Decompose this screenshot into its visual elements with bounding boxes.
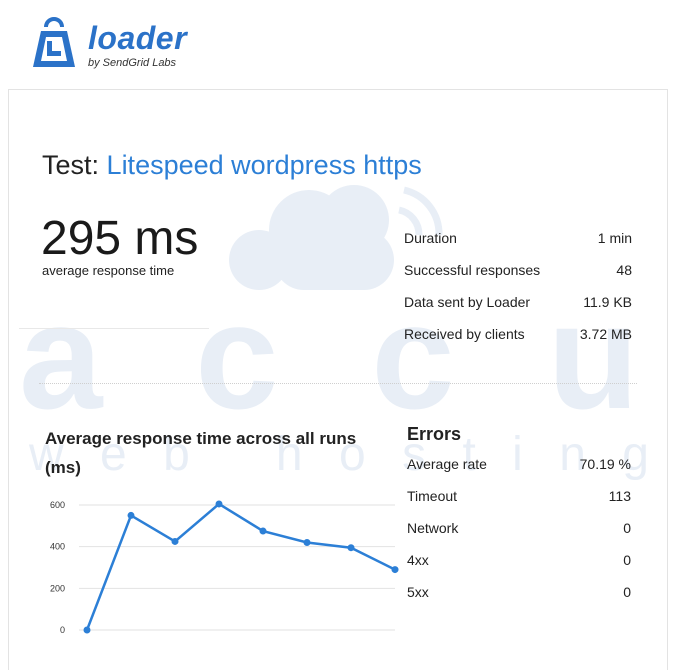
data-point[interactable]: [83, 626, 91, 634]
data-point[interactable]: [303, 539, 311, 546]
stat-row-successful-responses: Successful responses 48: [404, 258, 632, 290]
errors-title: Errors: [407, 424, 462, 444]
data-point[interactable]: [127, 511, 135, 519]
stat-value: 48: [616, 262, 632, 278]
data-point[interactable]: [347, 544, 355, 552]
series-line: [85, 502, 396, 631]
divider-dotted: [39, 383, 637, 384]
error-label: Average rate: [407, 456, 487, 472]
stat-value: 3.72 MB: [579, 326, 632, 342]
y-tick-label: 0: [60, 625, 65, 635]
error-value: 113: [608, 488, 631, 504]
results-card: accu web hosting Test: Litespeed wordpre…: [8, 89, 668, 670]
error-value: 0: [623, 552, 631, 568]
brand-tagline: by SendGrid Labs: [88, 57, 177, 69]
y-tick-label: 400: [50, 542, 65, 552]
avg-response-label: average response time: [42, 263, 175, 278]
stat-label: Received by clients: [404, 326, 525, 342]
stats-table: Duration 1 min Successful responses 48 D…: [404, 226, 632, 354]
data-point[interactable]: [171, 537, 179, 545]
error-label: Network: [407, 520, 459, 536]
test-prefix: Test:: [42, 150, 100, 180]
error-label: Timeout: [407, 488, 458, 504]
y-tick-label: 200: [50, 583, 65, 593]
brand-name[interactable]: loader: [88, 20, 188, 56]
response-time-chart: 0 200 400 600: [50, 500, 399, 635]
loader-logo-icon[interactable]: [27, 17, 81, 71]
error-row-network: Network 0: [407, 518, 631, 550]
stat-value: 1 min: [597, 230, 632, 246]
y-tick-label: 600: [50, 500, 65, 510]
error-value: 0: [623, 584, 631, 600]
avg-response-value: 295 ms: [41, 212, 199, 265]
error-row-average-rate: Average rate 70.19 %: [407, 454, 631, 486]
chart-title: Average response time across all runs (m…: [45, 429, 357, 477]
data-point[interactable]: [215, 500, 223, 508]
stat-row-duration: Duration 1 min: [404, 226, 632, 258]
page-title: Test: Litespeed wordpress https: [42, 150, 422, 181]
error-value: 70.19 %: [579, 456, 631, 472]
test-name-link[interactable]: Litespeed wordpress https: [106, 150, 422, 180]
data-point[interactable]: [259, 527, 267, 535]
error-row-timeout: Timeout 113: [407, 486, 631, 518]
stat-label: Duration: [404, 230, 457, 246]
stat-row-received: Received by clients 3.72 MB: [404, 322, 632, 354]
error-label: 5xx: [407, 584, 429, 600]
stat-row-data-sent: Data sent by Loader 11.9 KB: [404, 290, 632, 322]
header: loader by SendGrid Labs: [0, 0, 674, 88]
error-value: 0: [623, 520, 631, 536]
error-row-5xx: 5xx 0: [407, 582, 631, 614]
stat-label: Data sent by Loader: [404, 294, 531, 310]
error-row-4xx: 4xx 0: [407, 550, 631, 582]
stat-label: Successful responses: [404, 262, 541, 278]
error-label: 4xx: [407, 552, 429, 568]
errors-table: Average rate 70.19 % Timeout 113 Network…: [407, 454, 631, 614]
stat-value: 11.9 KB: [583, 294, 632, 310]
data-point[interactable]: [391, 566, 399, 574]
divider: [19, 328, 209, 329]
